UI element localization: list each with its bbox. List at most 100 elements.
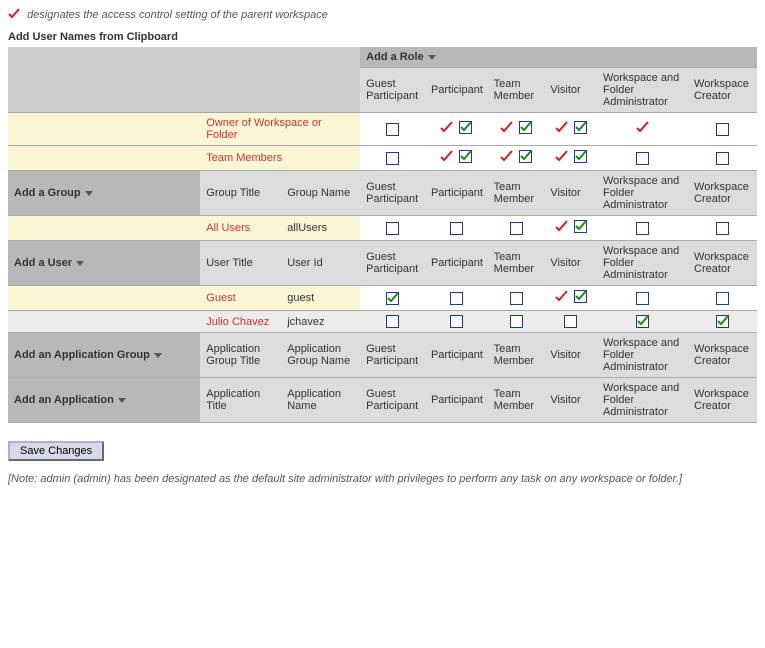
acl-cell[interactable] [425, 311, 488, 333]
acl-cell[interactable] [544, 286, 597, 311]
group-title[interactable]: All Users [200, 216, 281, 241]
check-icon [555, 290, 568, 303]
user-title-guest[interactable]: Guest [200, 286, 281, 311]
acl-cell[interactable] [544, 216, 597, 241]
checkbox[interactable] [386, 123, 399, 136]
check-icon [440, 150, 453, 163]
checkbox[interactable] [716, 152, 729, 165]
acl-cell[interactable] [360, 311, 425, 333]
acl-cell[interactable] [360, 146, 425, 171]
acl-cell[interactable] [688, 286, 757, 311]
acl-cell[interactable] [688, 146, 757, 171]
checkbox[interactable] [459, 150, 472, 163]
acl-cell[interactable] [425, 216, 488, 241]
acl-cell[interactable] [688, 216, 757, 241]
checkbox[interactable] [510, 292, 523, 305]
acl-cell[interactable] [488, 216, 545, 241]
checkbox[interactable] [386, 222, 399, 235]
col-appg-title: Application Group Title [200, 333, 281, 378]
checkbox[interactable] [716, 315, 729, 328]
checkbox[interactable] [510, 315, 523, 328]
checkbox[interactable] [636, 222, 649, 235]
checkbox[interactable] [386, 152, 399, 165]
user-id-guest: guest [281, 286, 360, 311]
acl-cell[interactable] [597, 113, 688, 146]
add-app-group-dropdown[interactable]: Add an Application Group [14, 349, 162, 361]
check-icon [636, 121, 649, 134]
add-group-dropdown[interactable]: Add a Group [14, 187, 93, 199]
col-group-title: Group Title [200, 171, 281, 216]
checkbox[interactable] [519, 121, 532, 134]
acl-cell[interactable] [360, 113, 425, 146]
checkbox[interactable] [386, 315, 399, 328]
checkbox[interactable] [716, 292, 729, 305]
col-app-name: Application Name [281, 378, 360, 423]
checkbox[interactable] [386, 292, 399, 305]
acl-cell[interactable] [488, 286, 545, 311]
user-id-jchavez: jchavez [281, 311, 360, 333]
checkbox[interactable] [519, 150, 532, 163]
checkbox[interactable] [450, 315, 463, 328]
checkbox[interactable] [564, 315, 577, 328]
save-button[interactable]: Save Changes [8, 441, 104, 461]
acl-cell[interactable] [597, 286, 688, 311]
acl-cell[interactable] [597, 216, 688, 241]
checkbox[interactable] [574, 220, 587, 233]
acl-cell[interactable] [488, 146, 545, 171]
col-visitor: Visitor [544, 68, 597, 113]
acl-cell[interactable] [544, 113, 597, 146]
add-user-dropdown[interactable]: Add a User [14, 257, 84, 269]
acl-cell[interactable] [425, 146, 488, 171]
col-team-member: Team Member [488, 68, 545, 113]
acl-table: Add a Role Guest Participant Participant… [8, 47, 757, 423]
acl-cell[interactable] [688, 113, 757, 146]
acl-cell[interactable] [488, 311, 545, 333]
acl-cell[interactable] [597, 146, 688, 171]
checkbox[interactable] [716, 222, 729, 235]
check-icon [500, 121, 513, 134]
checkbox[interactable] [636, 152, 649, 165]
col-user-id: User Id [281, 241, 360, 286]
admin-note: [Note: admin (admin) has been designated… [8, 473, 757, 485]
checkbox[interactable] [636, 292, 649, 305]
col-group-name: Group Name [281, 171, 360, 216]
checkbox[interactable] [574, 290, 587, 303]
check-icon [555, 121, 568, 134]
check-icon [555, 150, 568, 163]
col-appg-name: Application Group Name [281, 333, 360, 378]
checkbox[interactable] [636, 315, 649, 328]
acl-cell[interactable] [360, 286, 425, 311]
checkbox[interactable] [510, 222, 523, 235]
col-guest-participant: Guest Participant [360, 68, 425, 113]
row-owner[interactable]: Owner of Workspace or Folder [200, 113, 360, 146]
chevron-down-icon [85, 191, 93, 196]
checkbox[interactable] [574, 150, 587, 163]
user-title-jchavez[interactable]: Julio Chavez [200, 311, 281, 333]
col-wf-admin: Workspace and Folder Administrator [597, 68, 688, 113]
acl-cell[interactable] [488, 113, 545, 146]
acl-cell[interactable] [597, 311, 688, 333]
acl-cell[interactable] [688, 311, 757, 333]
checkbox[interactable] [450, 222, 463, 235]
acl-cell[interactable] [544, 311, 597, 333]
acl-cell[interactable] [544, 146, 597, 171]
checkbox[interactable] [716, 123, 729, 136]
add-role-dropdown[interactable]: Add a Role [366, 51, 435, 63]
clipboard-heading: Add User Names from Clipboard [8, 31, 757, 43]
col-participant: Participant [425, 68, 488, 113]
checkbox[interactable] [450, 292, 463, 305]
chevron-down-icon [428, 55, 436, 60]
legend-text: designates the access control setting of… [8, 8, 757, 21]
acl-cell[interactable] [425, 113, 488, 146]
add-app-dropdown[interactable]: Add an Application [14, 394, 126, 406]
acl-cell[interactable] [425, 286, 488, 311]
acl-cell[interactable] [360, 216, 425, 241]
chevron-down-icon [118, 398, 126, 403]
check-icon [8, 9, 24, 21]
col-ws-creator: Workspace Creator [688, 68, 757, 113]
row-team-members[interactable]: Team Members [200, 146, 360, 171]
group-name: allUsers [281, 216, 360, 241]
checkbox[interactable] [459, 121, 472, 134]
checkbox[interactable] [574, 121, 587, 134]
check-icon [500, 150, 513, 163]
